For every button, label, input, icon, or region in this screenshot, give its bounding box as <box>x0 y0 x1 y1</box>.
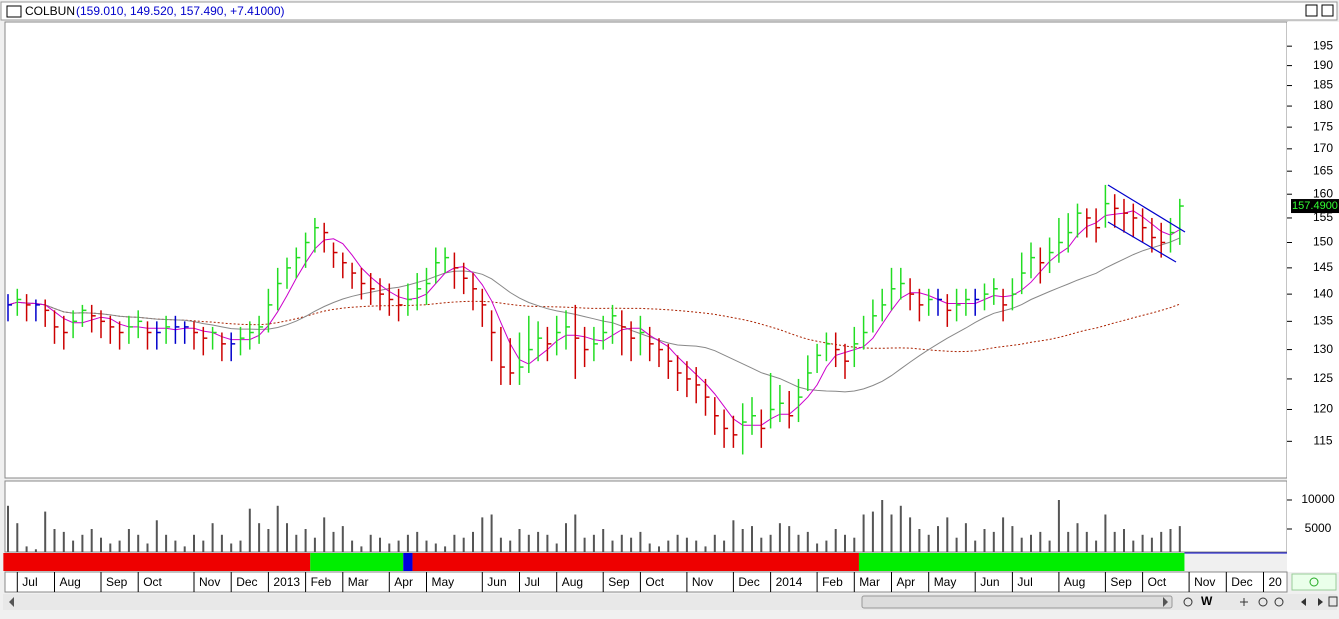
x-tick-label: Sep <box>608 575 630 589</box>
title-bar <box>0 1 1338 21</box>
scroll-right[interactable] <box>1163 597 1168 607</box>
y-tick-label: 120 <box>1313 402 1333 416</box>
y-tick-label: 170 <box>1313 141 1333 155</box>
y-tick-label: 190 <box>1313 58 1333 72</box>
x-tick-label: Apr <box>394 575 413 589</box>
trend-segment <box>3 553 311 571</box>
refresh-button[interactable] <box>1183 597 1193 607</box>
quote: (159.010, 149.520, 157.490, +7.41000) <box>76 4 285 18</box>
zoom-out[interactable] <box>1258 597 1268 607</box>
nav-buttons[interactable] <box>1301 598 1323 606</box>
x-tick-label: Nov <box>199 575 220 589</box>
y-tick-label: 195 <box>1313 38 1333 52</box>
trend-segment <box>858 553 1185 571</box>
status-icon <box>1309 577 1319 587</box>
axis-area <box>1287 22 1339 572</box>
x-tick-label: Jul <box>22 575 37 589</box>
y-tick-label: 115 <box>1313 433 1332 447</box>
last-price-label: 157.4900 <box>1292 200 1338 212</box>
x-tick-label: Dec <box>738 575 759 589</box>
window-title: COLBUN <box>25 4 75 18</box>
scroll-thumb[interactable] <box>861 595 1173 609</box>
x-tick-label: Sep <box>1110 575 1132 589</box>
trend-segment <box>403 553 413 571</box>
y-tick-label: 165 <box>1313 163 1333 177</box>
y-tick-label: 160 <box>1313 186 1333 200</box>
y-tick-label: 150 <box>1313 235 1333 249</box>
volume-tick-label: 5000 <box>1305 521 1332 535</box>
date-axis <box>4 571 1288 593</box>
volume-tick-label: 10000 <box>1301 492 1335 506</box>
x-tick-label: Aug <box>562 575 583 589</box>
y-tick-label: 175 <box>1313 119 1333 133</box>
y-tick-label: 135 <box>1313 314 1333 328</box>
x-tick-label: Dec <box>1231 575 1252 589</box>
x-tick-label: Jul <box>1017 575 1032 589</box>
y-tick-label: 130 <box>1313 342 1333 356</box>
x-tick-label: Mar <box>859 575 880 589</box>
x-tick-label: Sep <box>106 575 128 589</box>
scroll-left[interactable] <box>9 597 14 607</box>
zoom-in[interactable] <box>1274 597 1284 607</box>
x-tick-label: Nov <box>1194 575 1215 589</box>
price-panel <box>4 21 1288 479</box>
x-tick-label: Oct <box>645 575 664 589</box>
y-tick-label: 145 <box>1313 260 1333 274</box>
trend-line <box>1107 184 1186 233</box>
window-icon <box>6 5 22 18</box>
settings-button[interactable] <box>1328 596 1338 607</box>
x-tick-label: 20 <box>1269 575 1283 589</box>
trend-segment <box>412 553 859 571</box>
trend-line <box>1107 221 1177 263</box>
close-button[interactable] <box>1321 4 1334 17</box>
x-tick-label: May <box>934 575 957 589</box>
y-tick-label: 185 <box>1313 78 1333 92</box>
volume-panel <box>4 480 1288 553</box>
maximize-button[interactable] <box>1305 4 1318 17</box>
x-tick-label: 2013 <box>273 575 300 589</box>
status-box <box>1291 573 1337 591</box>
y-tick-label: 140 <box>1313 286 1333 300</box>
y-tick-label: 180 <box>1313 98 1333 112</box>
moving-average-long <box>7 300 1180 353</box>
x-tick-label: Mar <box>348 575 369 589</box>
y-tick-label: 125 <box>1313 371 1333 385</box>
x-tick-label: Dec <box>236 575 257 589</box>
x-tick-label: 2014 <box>776 575 803 589</box>
x-tick-label: Feb <box>311 575 332 589</box>
y-tick-label: 155 <box>1313 210 1333 224</box>
x-tick-label: Oct <box>1148 575 1167 589</box>
x-tick-label: Oct <box>143 575 162 589</box>
week-button[interactable]: W <box>1201 594 1213 608</box>
x-tick-label: Jun <box>487 575 506 589</box>
x-tick-label: Apr <box>897 575 916 589</box>
x-tick-label: Aug <box>60 575 81 589</box>
x-tick-label: Nov <box>692 575 713 589</box>
x-tick-label: Jul <box>525 575 540 589</box>
x-tick-label: May <box>432 575 455 589</box>
crosshair-button[interactable] <box>1240 598 1248 606</box>
last-price-box <box>1291 199 1339 214</box>
trend-segment <box>310 553 404 571</box>
x-tick-label: Jun <box>980 575 999 589</box>
x-tick-label: Feb <box>822 575 843 589</box>
moving-average-mid <box>7 237 1181 393</box>
x-tick-label: Aug <box>1064 575 1085 589</box>
